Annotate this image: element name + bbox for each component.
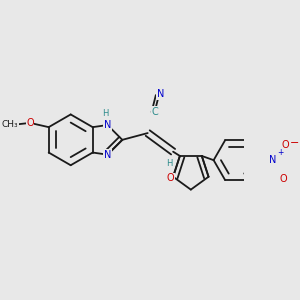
Text: −: − (290, 138, 300, 148)
Text: CH₃: CH₃ (2, 120, 18, 129)
Text: C: C (151, 107, 158, 117)
Text: N: N (157, 89, 164, 99)
Text: H: H (102, 109, 108, 118)
Text: H: H (166, 159, 172, 168)
Text: N: N (104, 120, 111, 130)
Text: +: + (277, 148, 284, 157)
Text: N: N (104, 150, 111, 160)
Text: O: O (282, 140, 290, 150)
Text: O: O (279, 174, 287, 184)
Text: N: N (269, 155, 277, 165)
Text: O: O (167, 173, 174, 183)
Text: O: O (26, 118, 34, 128)
